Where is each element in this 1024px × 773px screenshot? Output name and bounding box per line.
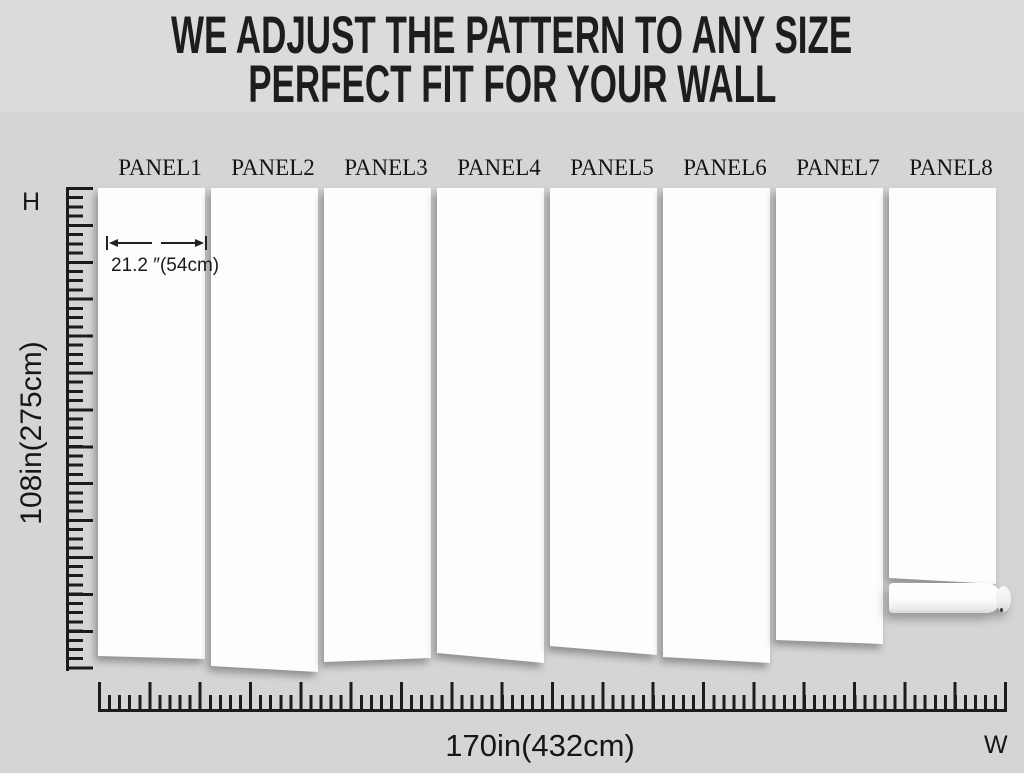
arrow-right-icon [195, 239, 204, 247]
width-axis-letter: W [984, 731, 1008, 759]
panel-7-label: PANEL7 [796, 155, 880, 180]
width-dimension-label: 170in(432cm) [445, 728, 635, 763]
title-line-2: PERFECT FIT FOR YOUR WALL [0, 54, 1024, 114]
panel-8-roll-end-cap [996, 586, 1011, 612]
panel-4-sheet [437, 188, 544, 663]
panel-8-roll-body [889, 583, 1000, 613]
panel-1-label: PANEL1 [118, 155, 202, 180]
panel-5-label: PANEL5 [570, 155, 654, 180]
dimension-shaft-left [117, 242, 152, 244]
header-band [0, 0, 1024, 112]
title-line-1-text: WE ADJUST THE PATTERN TO ANY SIZE [171, 5, 853, 65]
panel-3-label: PANEL3 [344, 155, 428, 180]
dimension-end-bar-left [106, 236, 108, 250]
panel-3-sheet [324, 188, 431, 662]
panel-width-value: 21.2 ″(54cm) [111, 255, 220, 276]
horizontal-ruler-baseline [98, 709, 1007, 712]
panel-6-sheet [663, 188, 770, 663]
title-line-2-text: PERFECT FIT FOR YOUR WALL [247, 54, 777, 114]
panel-7-sheet [776, 188, 883, 644]
title-line-1: WE ADJUST THE PATTERN TO ANY SIZE [0, 5, 1024, 65]
panel-8-sheet [889, 188, 996, 584]
panel-8-roll-edge-mark [1000, 608, 1003, 612]
dimension-shaft-right [161, 242, 196, 244]
vertical-ruler-spine [66, 187, 69, 671]
panel-width-dimension: 21.2 ″(54cm) [106, 236, 219, 284]
panel-2-label: PANEL2 [231, 155, 315, 180]
panel-2-sheet [211, 188, 318, 672]
vertical-ruler-short-ticks [69, 187, 83, 671]
horizontal-ruler-short-ticks [98, 695, 1007, 712]
height-axis-letter: H [22, 188, 41, 216]
panel-4-label: PANEL4 [457, 155, 541, 180]
arrow-left-icon [109, 239, 118, 247]
panel-1-sheet [98, 188, 205, 659]
height-dimension-label: 108in(275cm) [15, 341, 48, 525]
panel-6-label: PANEL6 [683, 155, 767, 180]
dimension-end-bar-right [205, 236, 207, 250]
panel-5-sheet [550, 188, 657, 655]
panel-8-label: PANEL8 [909, 155, 993, 180]
